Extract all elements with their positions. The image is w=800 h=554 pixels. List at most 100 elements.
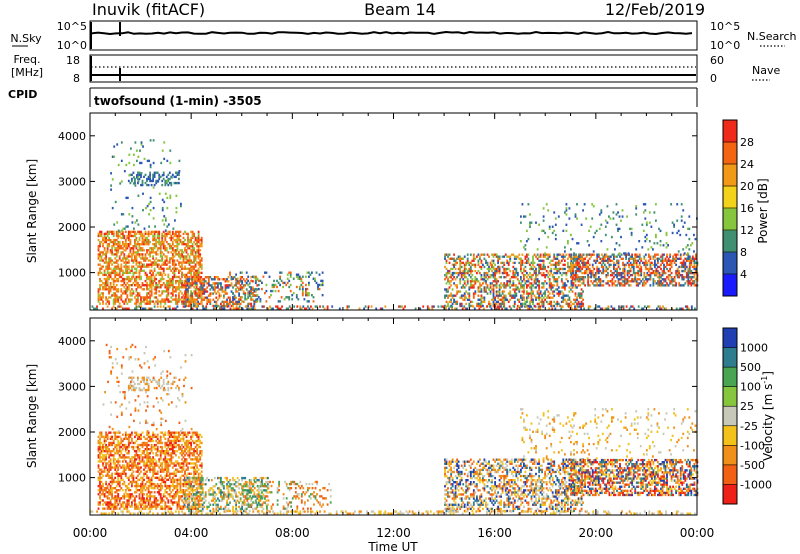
heatmap-cell	[655, 219, 657, 222]
heatmap-cell	[197, 257, 200, 260]
heatmap-cell	[108, 257, 111, 260]
heatmap-cell	[498, 292, 501, 295]
heatmap-cell	[226, 300, 228, 304]
heatmap-cell	[574, 278, 577, 281]
heatmap-cell	[176, 259, 179, 262]
heatmap-cell	[498, 298, 501, 301]
heatmap-cell	[164, 229, 167, 232]
heatmap-cell	[582, 259, 585, 262]
heatmap-cell	[164, 192, 167, 195]
heatmap-cell	[503, 294, 506, 297]
heatmap-cell	[620, 278, 623, 281]
heatmap-cell	[164, 261, 167, 264]
heatmap-cell	[197, 279, 200, 283]
heatmap-cell	[172, 227, 175, 230]
heatmap-cell	[288, 279, 291, 283]
heatmap-cell	[137, 265, 139, 268]
heatmap-cell	[276, 307, 279, 310]
heatmap-cell	[99, 495, 101, 498]
heatmap-cell	[129, 493, 132, 496]
heatmap-cell	[551, 231, 554, 235]
heatmap-cell	[165, 257, 168, 260]
heatmap-cell	[184, 261, 186, 264]
heatmap-cell	[542, 265, 545, 269]
heatmap-cell	[184, 300, 186, 303]
heatmap-cell	[575, 263, 577, 267]
heatmap-cell	[574, 292, 577, 295]
heatmap-cell	[547, 290, 550, 293]
heatmap-cell	[576, 203, 578, 206]
heatmap-cell	[250, 296, 253, 299]
heatmap-cell	[614, 280, 617, 283]
heatmap-cell	[170, 183, 173, 187]
heatmap-cell	[562, 253, 565, 256]
heatmap-cell	[171, 253, 174, 256]
heatmap-cell	[129, 234, 132, 238]
heatmap-cell	[520, 215, 522, 218]
heatmap-cell	[265, 300, 268, 303]
heatmap-cell	[132, 251, 135, 254]
heatmap-cell	[131, 298, 133, 301]
heatmap-cell	[115, 296, 118, 299]
heatmap-cell	[501, 271, 504, 275]
heatmap-cell	[194, 257, 197, 260]
heatmap-cell	[99, 452, 101, 455]
heatmap-cell	[173, 261, 176, 264]
heatmap-cell	[298, 277, 301, 280]
heatmap-cell	[102, 259, 104, 262]
heatmap-cell	[495, 290, 498, 293]
heatmap-cell	[158, 236, 161, 240]
heatmap-cell	[597, 253, 600, 256]
heatmap-cell	[232, 302, 234, 306]
heatmap-cell	[463, 292, 466, 295]
heatmap-cell	[100, 240, 103, 244]
heatmap-cell	[162, 298, 165, 301]
heatmap-cell	[144, 240, 147, 244]
heatmap-cell	[660, 263, 662, 267]
heatmap-cell	[178, 271, 180, 275]
heatmap-cell	[564, 298, 566, 301]
heatmap-cell	[181, 261, 183, 264]
heatmap-cell	[447, 255, 449, 258]
heatmap-cell	[523, 278, 525, 281]
heatmap-cell	[143, 265, 145, 268]
heatmap-cell	[112, 279, 115, 283]
heatmap-cell	[193, 267, 196, 270]
heatmap-cell	[542, 263, 545, 267]
heatmap-cell	[541, 286, 544, 289]
heatmap-cell	[149, 179, 152, 183]
heatmap-cell	[486, 263, 489, 267]
heatmap-cell	[161, 267, 164, 270]
heatmap-cell	[532, 298, 534, 301]
heatmap-cell	[635, 278, 638, 281]
heatmap-cell	[570, 271, 572, 275]
heatmap-cell	[149, 275, 152, 279]
heatmap-cell	[127, 437, 130, 441]
heatmap-cell	[548, 278, 551, 281]
heatmap-cell	[175, 253, 177, 256]
heatmap-cell	[616, 276, 618, 279]
heatmap-cell	[556, 292, 559, 295]
heatmap-cell	[532, 292, 534, 295]
heatmap-cell	[170, 257, 173, 260]
heatmap-cell	[509, 298, 512, 301]
heatmap-cell	[494, 302, 497, 306]
heatmap-cell	[593, 276, 596, 279]
heatmap-cell	[193, 275, 196, 279]
heatmap-cell	[585, 271, 588, 275]
heatmap-cell	[176, 288, 179, 291]
heatmap-cell	[453, 263, 456, 267]
heatmap-cell	[607, 305, 610, 308]
heatmap-cell	[126, 277, 129, 281]
heatmap-cell	[462, 271, 465, 275]
heatmap-cell	[690, 284, 693, 287]
heatmap-cell	[648, 221, 651, 224]
heatmap-cell	[197, 232, 200, 236]
heatmap-cell	[542, 292, 545, 295]
heatmap-cell	[176, 298, 179, 301]
heatmap-cell	[498, 265, 501, 269]
heatmap-cell	[599, 284, 602, 287]
heatmap-cell	[159, 273, 162, 277]
heatmap-cell	[220, 307, 223, 310]
heatmap-cell	[619, 267, 621, 271]
